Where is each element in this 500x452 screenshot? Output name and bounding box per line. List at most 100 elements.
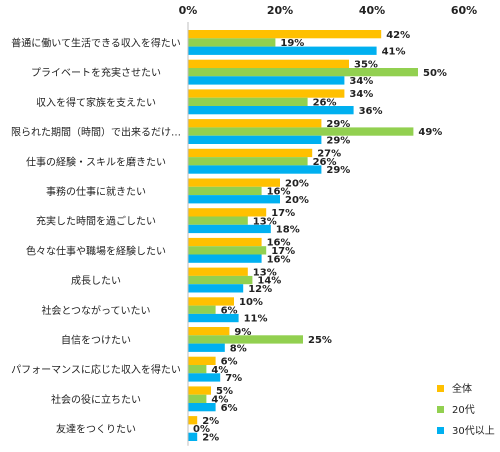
category-labels: 普通に働いて生活できる収入を得たいプライベートを充実させたい収入を得て家族を支え… [11,36,181,435]
category-label: 限られた期間（時間）で出来るだけ… [11,126,181,139]
data-label: 41% [382,46,406,57]
bar [188,284,244,293]
data-label: 29% [326,136,350,147]
data-label: 49% [418,127,442,138]
bar [188,275,253,285]
data-label: 12% [248,284,272,295]
data-label: 13% [253,216,277,227]
data-label: 29% [326,119,350,130]
bar [188,313,239,323]
bar [188,59,349,68]
bar [188,106,354,115]
bar [188,46,377,55]
data-label: 50% [423,68,447,79]
data-label: 42% [386,30,410,41]
bar [188,157,308,166]
data-label: 29% [326,165,350,176]
bar [188,135,322,144]
bar [188,208,267,217]
bar [188,237,262,247]
legend-swatch [437,385,444,392]
bar [188,394,207,403]
bar [188,416,198,425]
legend-label: 20代 [452,404,475,416]
bar [188,195,280,204]
legend-swatch [437,427,444,434]
bar [188,30,382,39]
bar [188,38,276,47]
data-label: 25% [308,335,332,346]
bar [188,224,271,234]
data-label: 6% [221,305,238,316]
legend: 全体 20代 30代以上 [437,382,495,437]
data-label: 4% [211,395,228,406]
bar [188,127,414,136]
data-label: 34% [349,76,373,87]
category-label: 友達をつくりたい [56,423,136,436]
bar [188,335,303,344]
bar [188,343,225,352]
bar [188,165,322,174]
category-label: 色々な仕事や職場を経験したい [26,244,166,257]
data-label: 20% [285,178,309,189]
data-label: 34% [349,89,373,100]
bar [188,89,345,98]
bar [188,246,267,255]
category-label: プライベートを充実させたい [31,66,161,79]
data-label: 36% [359,106,383,117]
x-tick-label: 40% [359,4,385,17]
bar [188,216,248,225]
x-tick-label: 20% [267,4,293,17]
bars [188,30,418,441]
data-label: 27% [317,149,341,160]
category-label: 成長したい [71,275,121,287]
category-label: 仕事の経験・スキルを磨きたい [26,155,166,168]
category-label: 収入を得て家族を支えたい [36,96,156,109]
data-label: 2% [202,433,219,444]
category-label: 社会とつながっていたい [41,304,150,317]
data-label: 16% [267,187,291,198]
data-label: 4% [211,365,228,376]
bar [188,356,216,365]
data-label: 8% [230,343,247,354]
category-label: 事務の仕事に就きたい [46,185,146,198]
data-label: 11% [244,314,268,325]
data-label: 17% [271,208,295,219]
data-label: 26% [313,157,337,168]
bar [188,327,230,336]
bar [188,254,262,263]
data-label: 17% [271,246,295,257]
data-label: 10% [239,297,263,308]
bar [188,186,262,196]
data-label: 5% [216,386,233,397]
bar [188,119,322,128]
data-label: 2% [202,416,219,427]
data-label: 9% [234,327,251,338]
data-labels: 42%35%34%29%27%20%17%16%13%10%9%6%5%2%19… [193,30,447,444]
bar [188,267,248,276]
bar [188,76,345,85]
bar [188,386,211,395]
data-label: 6% [221,357,238,368]
legend-label: 全体 [452,382,472,395]
bar [188,432,198,441]
bar [188,305,216,314]
bar [188,178,280,187]
category-label: 自信をつけたい [61,333,131,346]
data-label: 7% [225,373,242,384]
data-label: 13% [253,267,277,278]
data-label: 16% [267,238,291,249]
data-label: 18% [276,225,300,236]
data-label: 20% [285,195,309,206]
legend-label: 30代以上 [452,425,495,437]
data-label: 16% [267,254,291,265]
data-label: 6% [221,403,238,414]
legend-swatch [437,406,444,413]
x-tick-label: 0% [179,4,198,17]
bar [188,365,207,374]
bar [188,68,418,77]
data-label: 14% [257,276,281,287]
x-axis-ticks: 0% 20% 40% 60% [179,4,478,17]
bar [188,373,221,382]
